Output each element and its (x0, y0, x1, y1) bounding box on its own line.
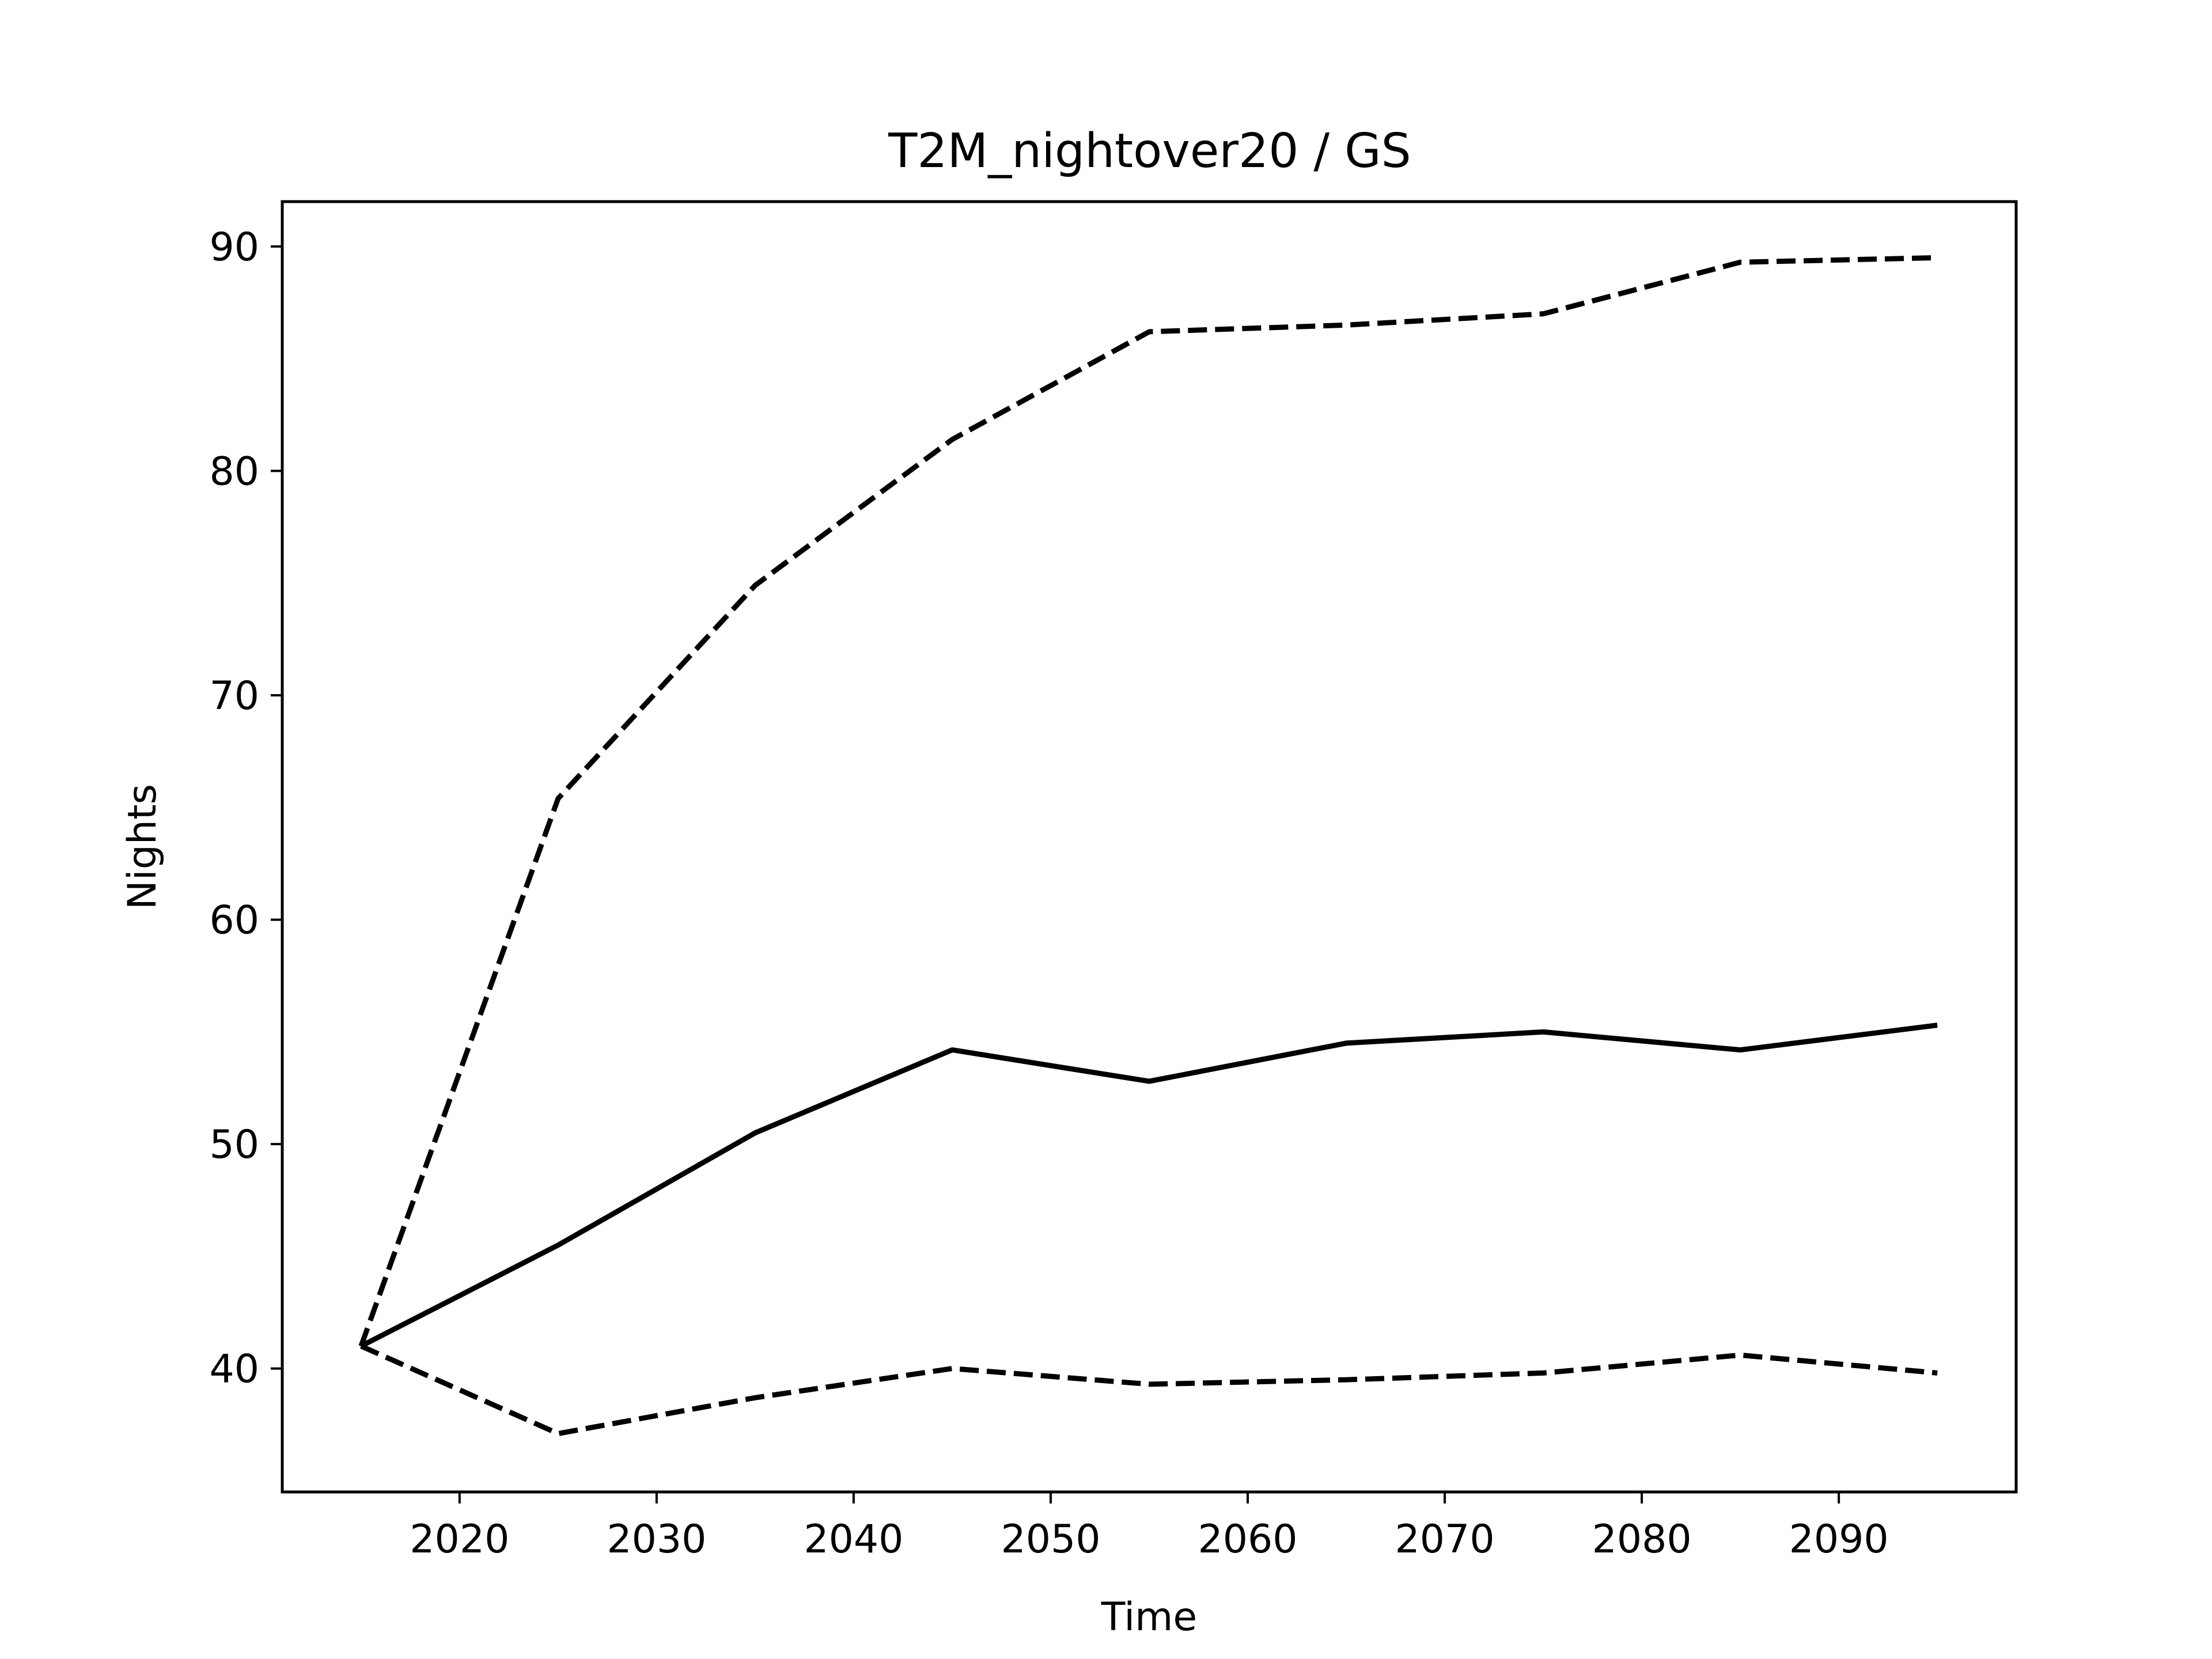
x-tick-label: 2050 (1001, 1517, 1100, 1562)
series-line-2 (359, 1022, 1938, 1349)
x-tick-label: 2020 (410, 1517, 509, 1562)
x-tick-label: 2040 (804, 1517, 903, 1562)
y-tick-label: 60 (209, 898, 259, 944)
series-line-1 (358, 255, 1938, 1347)
y-axis-label: Nights (120, 784, 165, 910)
y-tick-label: 90 (209, 225, 259, 270)
x-tick-label: 2080 (1592, 1517, 1692, 1562)
chart-title: T2M_nightover20 / GS (888, 124, 1411, 179)
x-axis: 2020 2030 2040 2050 2060 2070 2080 2090 (410, 1492, 1889, 1562)
y-tick-label: 40 (209, 1347, 259, 1392)
x-tick-label: 2070 (1395, 1517, 1495, 1562)
y-tick-label: 80 (209, 449, 259, 494)
x-tick-label: 2090 (1789, 1517, 1889, 1562)
y-tick-label: 70 (209, 673, 259, 719)
plot-frame (281, 200, 2018, 1494)
series-line-3 (359, 1343, 1938, 1437)
x-axis-label: Time (1101, 1594, 1197, 1640)
y-tick-label: 50 (209, 1122, 259, 1168)
x-tick-label: 2060 (1198, 1517, 1297, 1562)
x-tick-label: 2030 (607, 1517, 706, 1562)
series-layer (358, 255, 1938, 1437)
y-axis: 40 50 60 70 80 90 (209, 225, 282, 1392)
